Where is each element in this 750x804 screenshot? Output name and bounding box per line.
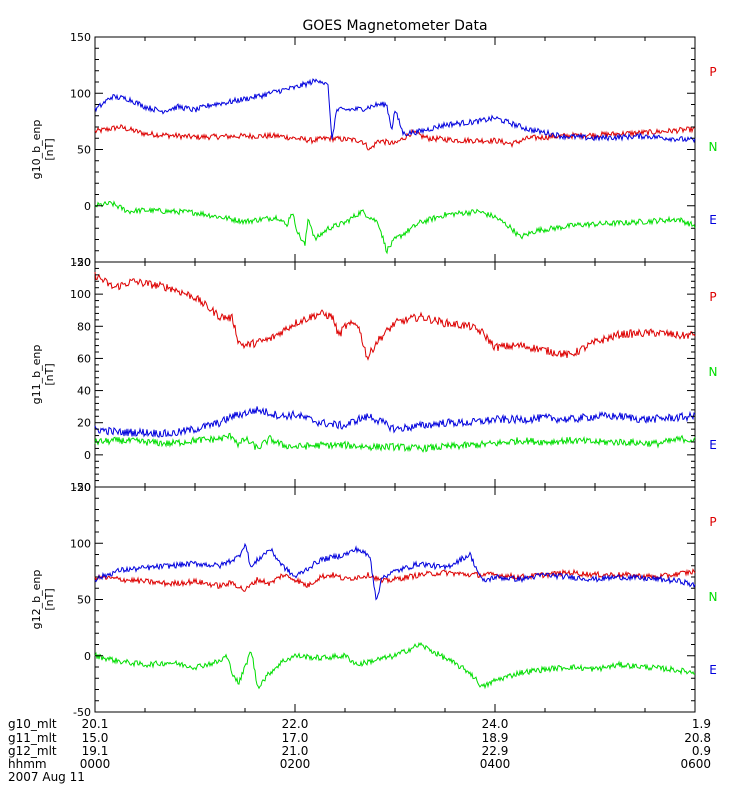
panel-g12: -50 0 50 100 150 g12_b_enp [nT] P N E [30,481,717,719]
legend-label-N: N [709,590,718,604]
y-axis-unit: [nT] [43,588,56,610]
legend-label-P: P [709,515,716,529]
footer-value: 1.9 [692,717,711,731]
footer-value: 0600 [680,757,711,771]
footer-value: 0400 [480,757,511,771]
y-tick-label: 100 [70,87,91,100]
footer-row-label: g10_mlt [8,717,57,731]
panel-frame [94,261,696,488]
series-line-P [94,271,696,361]
footer-value: 22.0 [282,717,309,731]
y-tick-label: -50 [73,706,91,719]
y-axis-unit: [nT] [43,138,56,160]
series-line-N [94,432,696,453]
y-tick-label: 0 [84,650,91,663]
legend-label-P: P [709,290,716,304]
y-tick-label: 100 [70,288,91,301]
footer-value: 21.0 [282,744,309,758]
footer-row-label: g11_mlt [8,731,57,745]
series-line-E [94,542,696,601]
y-tick-label: -20 [73,481,91,494]
footer-value: 20.1 [82,717,109,731]
footer-row-label: g12_mlt [8,744,57,758]
panel-g10: -50 0 50 100 150 g10_b_enp [nT] P N E [30,31,717,269]
footer-value: 18.9 [482,731,509,745]
y-tick-label: 40 [77,385,91,398]
series-line-E [94,406,696,438]
y-tick-label: -50 [73,256,91,269]
y-tick-label: 120 [70,256,91,269]
footer-value: 20.8 [684,731,711,745]
series-line-E [94,78,696,144]
legend-label-E: E [709,438,717,452]
y-tick-label: 100 [70,537,91,550]
y-tick-label: 0 [84,200,91,213]
footer-table: g10_mlt 20.1 22.0 24.0 1.9 g11_mlt 15.0 17.0 18.… [8,717,711,784]
series-line-P [94,568,696,592]
footer-value: 0.9 [692,744,711,758]
legend-label-N: N [709,365,718,379]
y-axis-label: g10_b_enp [30,120,43,180]
footer-value: 15.0 [82,731,109,745]
y-tick-label: 0 [84,449,91,462]
panel-g11: -20 0 20 40 60 80 100 120 g11_b_enp [nT] P N E [30,256,717,494]
footer-date: 2007 Aug 11 [8,770,85,784]
footer-value: 17.0 [282,731,309,745]
y-tick-label: 150 [70,31,91,44]
y-axis-label: g12_b_enp [30,570,43,630]
series-line-N [94,200,696,255]
footer-value: 0200 [280,757,311,771]
footer-row-label: hhmm [8,757,47,771]
y-axis-label: g11_b_enp [30,345,43,405]
y-tick-label: 20 [77,417,91,430]
chart-title: GOES Magnetometer Data [302,18,487,34]
panel-frame [94,486,696,713]
footer-value: 24.0 [482,717,509,731]
y-tick-label: 80 [77,320,91,333]
y-tick-label: 150 [70,481,91,494]
y-tick-label: 60 [77,352,91,365]
footer-value: 22.9 [482,744,509,758]
series-line-N [94,642,696,690]
legend-label-N: N [709,140,718,154]
series-line-P [94,124,696,151]
legend-label-P: P [709,65,716,79]
y-tick-label: 50 [77,594,91,607]
footer-value: 0000 [80,757,111,771]
legend-label-E: E [709,213,717,227]
y-tick-label: 50 [77,144,91,157]
footer-value: 19.1 [82,744,109,758]
legend-label-E: E [709,663,717,677]
panel-frame [94,36,696,263]
y-axis-unit: [nT] [43,363,56,385]
